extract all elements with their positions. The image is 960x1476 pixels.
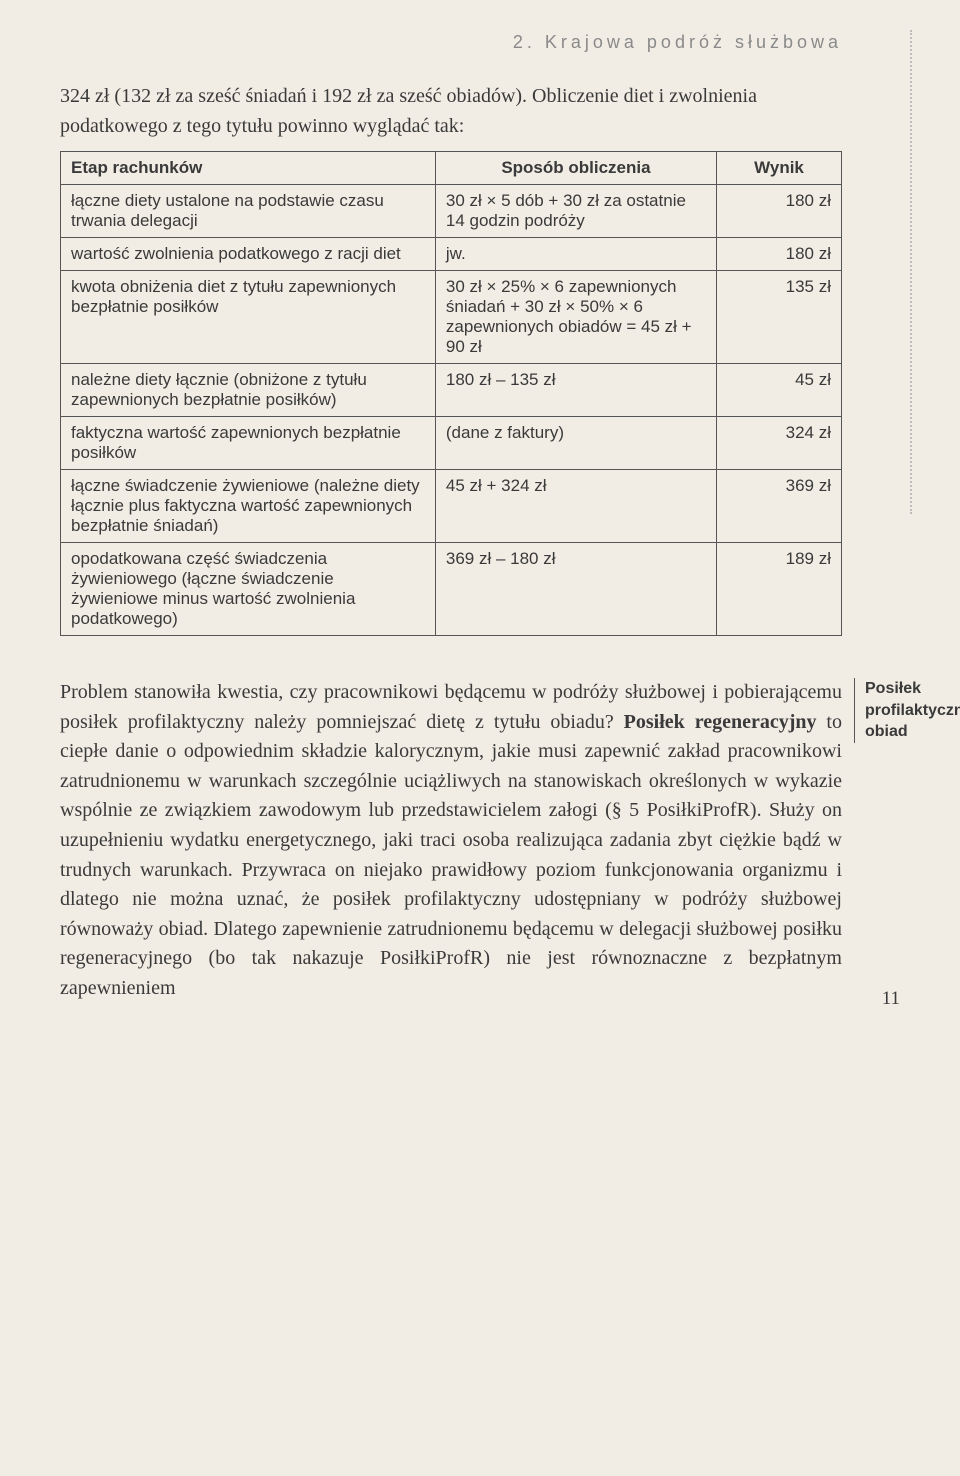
cell-etap: łączne świadczenie żywieniowe (należne d… xyxy=(61,470,436,543)
cell-wynik: 189 zł xyxy=(717,543,842,636)
calculation-table: Etap rachunków Sposób obliczenia Wynik ł… xyxy=(60,151,842,636)
cell-wynik: 369 zł xyxy=(717,470,842,543)
cell-sposob: 30 zł × 5 dób + 30 zł za ostatnie 14 god… xyxy=(435,185,716,238)
cell-sposob: (dane z faktury) xyxy=(435,417,716,470)
intro-paragraph: 324 zł (132 zł za sześć śniadań i 192 zł… xyxy=(60,81,900,141)
section-header: 2. Krajowa podróż służbowa xyxy=(60,32,900,53)
body-text-bold: Posiłek regeneracyjny xyxy=(624,711,817,733)
table-row: należne diety łącznie (obniżone z tytułu… xyxy=(61,364,842,417)
col-header-sposob: Sposób obliczenia xyxy=(435,152,716,185)
cell-wynik: 45 zł xyxy=(717,364,842,417)
table-header-row: Etap rachunków Sposób obliczenia Wynik xyxy=(61,152,842,185)
cell-etap: wartość zwolnienia podatkowego z racji d… xyxy=(61,238,436,271)
cell-etap: opodatkowana część świadczenia żywieniow… xyxy=(61,543,436,636)
margin-note: Posiłek profilaktyczny a obiad xyxy=(854,678,960,743)
cell-etap: należne diety łącznie (obniżone z tytułu… xyxy=(61,364,436,417)
cell-sposob: jw. xyxy=(435,238,716,271)
table-row: łączne świadczenie żywieniowe (należne d… xyxy=(61,470,842,543)
cell-wynik: 180 zł xyxy=(717,238,842,271)
table-row: opodatkowana część świadczenia żywieniow… xyxy=(61,543,842,636)
cell-sposob: 45 zł + 324 zł xyxy=(435,470,716,543)
cell-sposob: 369 zł – 180 zł xyxy=(435,543,716,636)
table-row: łączne diety ustalone na podstawie czasu… xyxy=(61,185,842,238)
cell-etap: kwota obniżenia diet z tytułu zapewniony… xyxy=(61,271,436,364)
cell-wynik: 324 zł xyxy=(717,417,842,470)
cell-sposob: 180 zł – 135 zł xyxy=(435,364,716,417)
table-row: kwota obniżenia diet z tytułu zapewniony… xyxy=(61,271,842,364)
cell-wynik: 180 zł xyxy=(717,185,842,238)
page-number: 11 xyxy=(882,988,900,1010)
cell-sposob: 30 zł × 25% × 6 zapewnionych śniadań + 3… xyxy=(435,271,716,364)
cell-etap: faktyczna wartość zapewnionych bezpłatni… xyxy=(61,417,436,470)
table-row: faktyczna wartość zapewnionych bezpłatni… xyxy=(61,417,842,470)
col-header-wynik: Wynik xyxy=(717,152,842,185)
body-text-b: to ciepłe danie o odpowiednim składzie k… xyxy=(60,711,842,999)
col-header-etap: Etap rachunków xyxy=(61,152,436,185)
cell-etap: łączne diety ustalone na podstawie czasu… xyxy=(61,185,436,238)
dotted-margin-line xyxy=(910,30,912,514)
cell-wynik: 135 zł xyxy=(717,271,842,364)
body-paragraph-block: Posiłek profilaktyczny a obiad Problem s… xyxy=(60,678,900,1004)
table-row: wartość zwolnienia podatkowego z racji d… xyxy=(61,238,842,271)
